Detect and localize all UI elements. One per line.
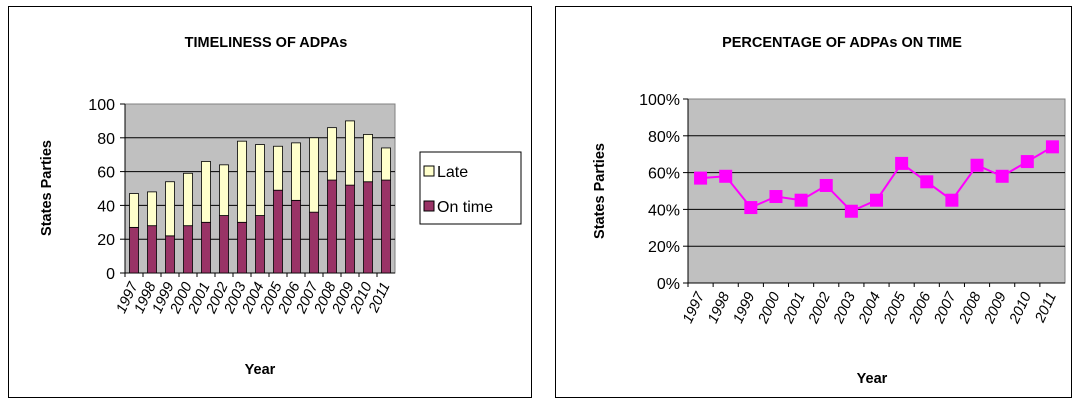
x-axis-title: Year [857, 371, 888, 387]
bar-late [219, 164, 229, 216]
bar-late [309, 137, 319, 213]
bar-on-time [183, 225, 193, 274]
x-tick-label: 1999 [730, 290, 758, 326]
x-tick-label: 2000 [755, 290, 784, 327]
bar-late [237, 140, 247, 223]
bar-on-time [273, 189, 283, 274]
y-tick-label: 0% [657, 276, 680, 293]
x-tick-label: 2008 [956, 290, 985, 327]
x-tick-label: 2011 [1032, 290, 1060, 326]
x-tick-label: 2010 [1006, 290, 1035, 327]
bar-on-time [345, 184, 355, 274]
x-tick-label: 1998 [705, 290, 733, 326]
y-tick-label: 100 [88, 97, 115, 114]
legend-swatch-late [423, 165, 435, 177]
data-point [920, 175, 934, 189]
y-tick-label: 100% [639, 92, 680, 109]
x-tick-label: 2005 [881, 289, 910, 327]
y-tick-label: 60% [648, 166, 680, 183]
data-point [1020, 155, 1034, 169]
bar-on-time [327, 179, 337, 274]
bar-on-time [201, 221, 211, 274]
bar-on-time [381, 179, 391, 274]
bar-on-time [165, 235, 175, 274]
y-tick-label: 40 [97, 198, 115, 215]
bar-late [363, 134, 373, 183]
bar-late [327, 127, 337, 181]
bar-late [147, 191, 157, 227]
bar-late [345, 120, 355, 186]
data-point [844, 204, 858, 218]
x-tick-label: 2002 [805, 290, 834, 327]
data-point [895, 156, 909, 170]
bar-on-time [129, 226, 139, 274]
bar-late [255, 144, 265, 216]
x-tick-label: 2001 [780, 290, 809, 327]
chart-title: TIMELINESS OF ADPAs [185, 35, 348, 51]
x-axis-title: Year [245, 362, 276, 378]
data-point [995, 169, 1009, 183]
y-tick-label: 20% [648, 239, 680, 256]
bar-on-time [291, 199, 301, 274]
y-tick-label: 80% [648, 129, 680, 146]
chart-title: PERCENTAGE OF ADPAs ON TIME [722, 35, 962, 51]
x-tick-label: 1997 [680, 289, 709, 326]
plot-area [687, 98, 1066, 284]
data-point [719, 169, 733, 183]
x-tick-label: 2003 [830, 290, 859, 327]
legend-box [419, 151, 522, 225]
legend-swatch-on-time [423, 200, 435, 212]
y-tick-label: 40% [648, 202, 680, 219]
percentage-chart-panel: PERCENTAGE OF ADPAs ON TIME 0% 20% 40% 60% 80… [555, 6, 1072, 398]
percentage-chart: PERCENTAGE OF ADPAs ON TIME 0% 20% 40% 60% 80… [592, 35, 1066, 387]
data-point [970, 158, 984, 172]
y-tick-label: 20 [97, 232, 115, 249]
y-axis-title: States Parties [592, 143, 608, 239]
data-point [1045, 140, 1059, 154]
y-tick-label: 0 [106, 266, 115, 283]
bar-on-time [255, 215, 265, 274]
bar-late [165, 181, 175, 237]
data-point [945, 193, 959, 207]
data-point [769, 190, 783, 204]
data-point [694, 171, 708, 185]
bar-on-time [363, 181, 373, 274]
bar-late [183, 172, 193, 227]
x-tick-label: 2007 [931, 289, 960, 327]
bar-on-time [147, 225, 157, 274]
legend-label-late: Late [437, 164, 468, 181]
bar-on-time [219, 215, 229, 274]
x-tick-label: 2004 [856, 290, 885, 327]
bar-late [381, 147, 391, 181]
bar-late [291, 142, 301, 201]
legend-label-on-time: On time [437, 199, 493, 216]
timeliness-chart-panel: TIMELINESS OF ADPAs 0 20 40 60 80 100 1997 1998 1… [8, 6, 532, 398]
data-point [870, 193, 883, 207]
bar-on-time [309, 211, 319, 274]
bar-late [273, 145, 283, 191]
bar-on-time [237, 221, 247, 274]
y-tick-label: 60 [97, 165, 115, 182]
x-tick-label: 2009 [981, 290, 1010, 327]
data-point [794, 193, 808, 207]
y-axis-title: States Parties [39, 140, 55, 236]
timeliness-chart: TIMELINESS OF ADPAs020406080100199719981… [39, 35, 522, 378]
data-point [744, 201, 758, 215]
bar-late [129, 193, 139, 228]
y-tick-label: 80 [97, 131, 115, 148]
data-point [819, 178, 833, 192]
bar-late [201, 161, 211, 223]
x-tick-label: 2006 [906, 289, 935, 327]
